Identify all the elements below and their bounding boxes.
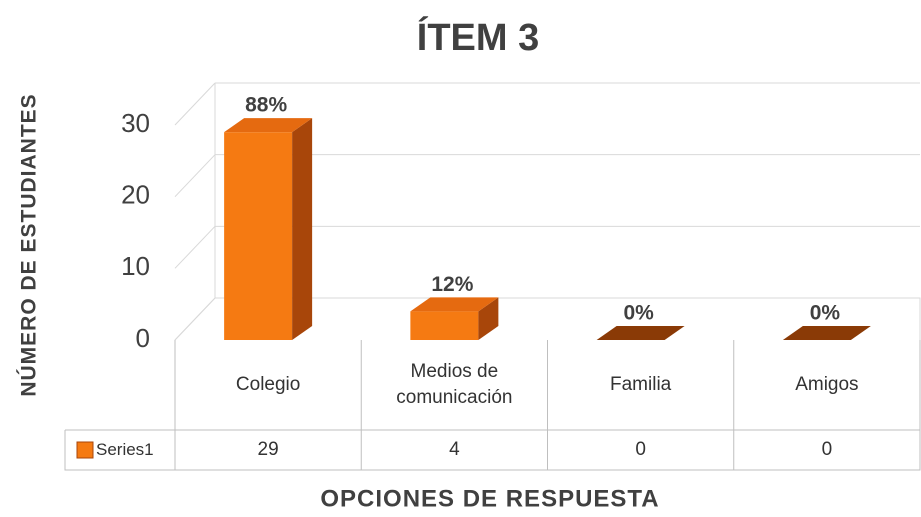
table-grid (64, 340, 921, 471)
bar-front (224, 132, 293, 340)
data-label: 0% (623, 302, 654, 325)
table-category: Colegio (235, 374, 301, 395)
y-tick-label: 20 (121, 180, 150, 210)
bar-side (292, 118, 313, 341)
y-tick-label: 0 (136, 323, 150, 353)
data-label: 12% (431, 273, 473, 296)
data-label: 0% (810, 302, 841, 325)
y-tick-label: 10 (121, 251, 150, 281)
table-category: Amigos (795, 374, 859, 395)
table-value: 0 (635, 439, 646, 460)
bar-front (410, 311, 479, 340)
table-category: Familia (610, 374, 672, 395)
table-value: 29 (257, 439, 279, 460)
x-axis-title: OPCIONES DE RESPUESTA (320, 485, 659, 512)
grid-line (174, 154, 216, 198)
bar-top (224, 118, 313, 133)
data-label: 88% (245, 94, 287, 117)
legend-key (76, 441, 94, 459)
table-value: 0 (821, 439, 833, 460)
bar-top (596, 326, 685, 340)
y-tick-label: 30 (121, 108, 150, 138)
legend-label: Series1 (96, 440, 154, 459)
grid-line (174, 297, 216, 341)
chart-title: ÍTEM 3 (417, 15, 539, 59)
table-category: Medios de comunicación (396, 361, 513, 408)
bar-side (478, 297, 499, 340)
y-axis-title: NÚMERO DE ESTUDIANTES (17, 93, 41, 396)
grid-line (174, 82, 216, 126)
grid-line (174, 225, 216, 269)
bar-top (410, 297, 499, 312)
bar-top (782, 326, 871, 340)
table-value: 4 (449, 439, 460, 460)
